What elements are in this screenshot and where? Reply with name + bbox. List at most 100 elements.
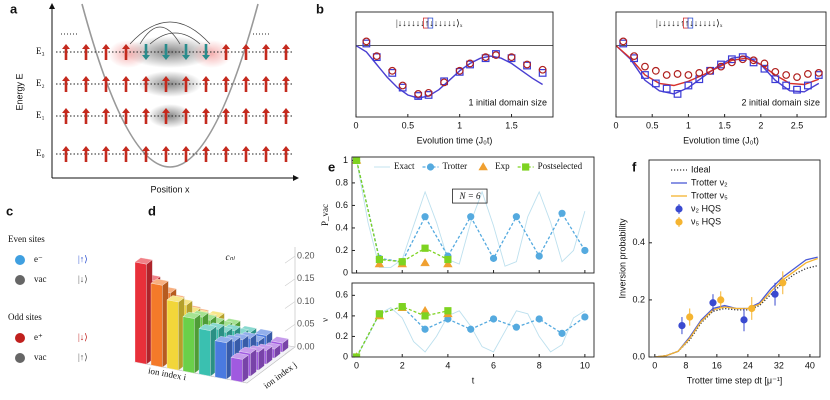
bar-side-shade [250,349,257,377]
y-tick-label: 0.0 [632,351,645,361]
panel-letter: e [328,159,335,174]
data-point [414,89,423,98]
data-point [421,312,429,320]
x-tick-label: 1.5 [718,120,731,130]
data-point [398,81,407,90]
bar-front [214,340,227,380]
panel-letter: a [10,1,18,16]
spin-arrow [202,44,210,60]
series-line [356,45,543,99]
arrow-head [202,76,210,81]
data-point [749,58,758,67]
legend-entry: Trotter [422,161,467,171]
data-point [388,66,397,75]
legend-entry: Ideal [671,164,711,174]
data-point [398,83,407,92]
x-tick-label: 0 [353,120,358,130]
data-point [641,71,649,79]
data-point [492,51,500,59]
legend-entry: Trotter ν₂ [671,177,728,187]
bar-front [166,299,179,371]
data-point [749,56,758,65]
bar-top-light [151,278,169,286]
data-point [771,67,780,76]
data-point [535,252,543,260]
arrow-head [62,146,70,151]
domain-box [427,17,434,29]
arrow-head [102,76,110,81]
spin-arrow [62,108,70,124]
data-point [641,62,649,71]
z-grid [284,346,296,355]
spin-arrow [142,44,150,60]
data-point [717,296,725,304]
panel-letter: b [316,1,324,16]
bar-top [270,336,289,344]
data-point [782,71,791,79]
data-point [466,59,474,68]
arrow-head [162,76,170,81]
legend-label: Trotter ν₅ [691,190,728,200]
legend-label: Trotter ν₂ [691,177,728,187]
legend-label: ν₅ HQS [691,216,721,226]
data-point [558,209,566,217]
bar-front [150,283,163,368]
bar-top-light [167,295,185,302]
arrow-head [222,108,230,113]
spin-arrow [102,44,110,60]
x-tick-label: 0.5 [646,120,659,130]
arrow-head [102,146,110,151]
x-axis-label: Evolution time (J₀t) [683,135,759,145]
arrow-head [262,76,270,81]
legend-entry: ν₅ HQS [675,216,721,227]
data-point [362,37,371,46]
data-point [388,68,397,77]
bar-top [166,295,185,303]
x-tick-label: 24 [743,360,753,370]
arrow-head [202,146,210,151]
ellipsis: ⋯⋯ [60,28,78,38]
data-point [662,71,671,79]
data-point [398,303,406,311]
data-point [426,163,435,171]
data-point [651,79,660,88]
x-tick-label: 2 [758,120,763,130]
x-tick-label: 8 [537,360,542,370]
data-point [709,299,717,307]
x-tick-label: 0 [652,360,657,370]
y-axis-label: Inversion probability [617,218,627,299]
data-point [535,315,543,323]
z-tick-label: 0.05 [297,319,315,329]
particle-label: vac [34,352,47,362]
state-label: |↓⟩ [78,274,88,284]
arrow-head [262,44,270,49]
legend-label: ν₂ HQS [691,203,721,213]
data-point [538,68,547,77]
bar [166,295,185,371]
data-point [760,59,769,68]
legend-entry: Exact [374,161,415,171]
data-point [481,53,490,62]
site-title: Odd sites [8,312,42,322]
data-point [581,246,589,255]
legend-entry: ν₂ HQS [675,203,721,214]
series-line [355,160,449,263]
data-point [678,321,686,330]
arrow-head [282,108,290,113]
y-axis-label: ν [320,318,330,322]
data-point [512,213,520,221]
arrow-head [82,108,90,113]
bar-top-light [255,329,273,336]
bar-top [214,336,233,343]
legend-entry: Exp [478,161,510,171]
arrow-head [142,108,150,113]
x-tick-label: 4 [445,360,450,370]
data-point [727,58,736,67]
plot-area [352,157,589,268]
wavepacket [148,104,192,128]
plot-frame [351,156,595,274]
data-point [619,37,628,46]
y-tick-label: 0.2 [335,245,348,255]
plot-area [356,37,547,100]
data-point [651,66,660,75]
